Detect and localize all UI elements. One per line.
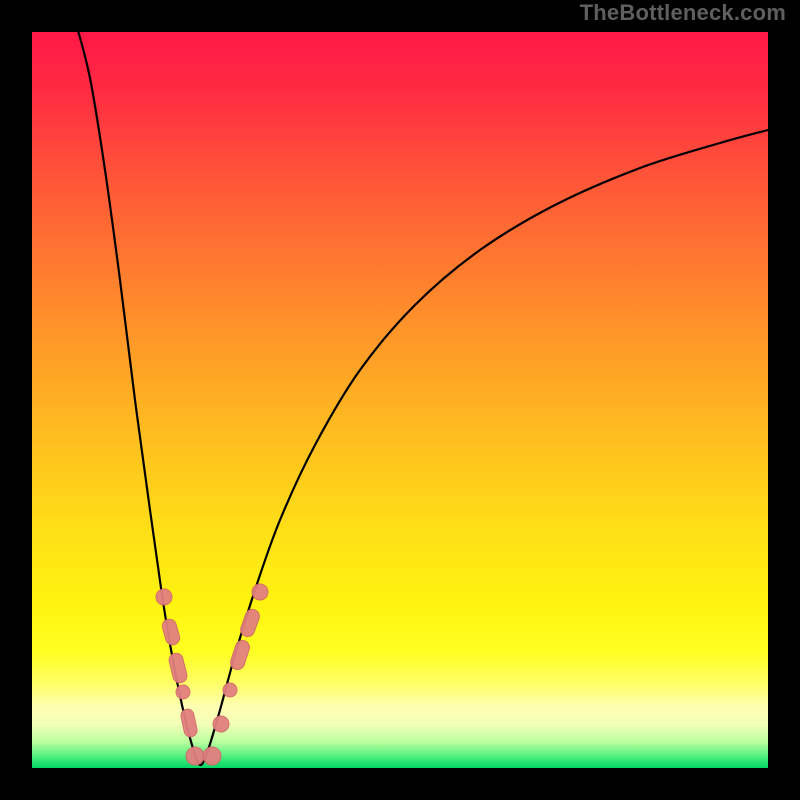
- curve-marker: [203, 747, 221, 765]
- curve-marker: [252, 584, 268, 600]
- chart-canvas: TheBottleneck.com: [0, 0, 800, 800]
- curve-marker: [186, 747, 204, 765]
- plot-background: [32, 32, 768, 768]
- watermark-text: TheBottleneck.com: [580, 0, 786, 26]
- curve-marker: [156, 589, 172, 605]
- curve-marker: [176, 685, 190, 699]
- chart-svg: [0, 0, 800, 800]
- curve-marker: [213, 716, 229, 732]
- curve-marker: [223, 683, 237, 697]
